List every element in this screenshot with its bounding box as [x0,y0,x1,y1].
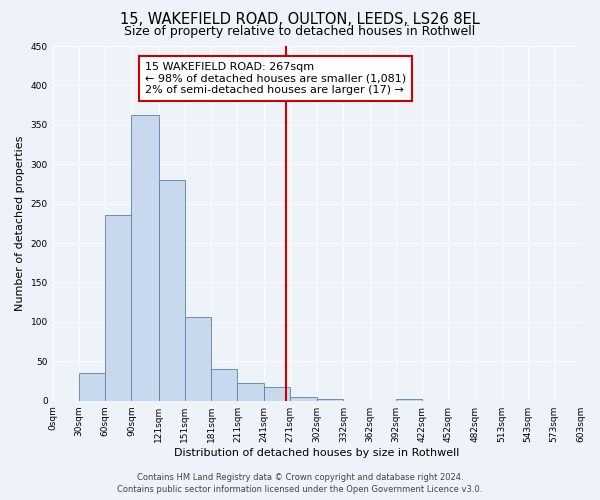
Bar [105,216,131,400]
Bar [131,116,158,401]
Y-axis label: Number of detached properties: Number of detached properties [15,136,25,311]
Bar [396,399,422,400]
Bar [238,384,263,400]
Text: 15, WAKEFIELD ROAD, OULTON, LEEDS, LS26 8EL: 15, WAKEFIELD ROAD, OULTON, LEEDS, LS26 … [120,12,480,28]
Text: Contains HM Land Registry data © Crown copyright and database right 2024.
Contai: Contains HM Land Registry data © Crown c… [118,473,482,494]
Bar [317,399,343,400]
Bar [290,397,317,400]
Bar [79,373,105,400]
Text: 15 WAKEFIELD ROAD: 267sqm
← 98% of detached houses are smaller (1,081)
2% of sem: 15 WAKEFIELD ROAD: 267sqm ← 98% of detac… [145,62,406,95]
Bar [185,317,211,400]
Bar [263,386,290,400]
Bar [158,180,185,400]
Text: Size of property relative to detached houses in Rothwell: Size of property relative to detached ho… [124,25,476,38]
X-axis label: Distribution of detached houses by size in Rothwell: Distribution of detached houses by size … [174,448,459,458]
Bar [211,369,238,400]
